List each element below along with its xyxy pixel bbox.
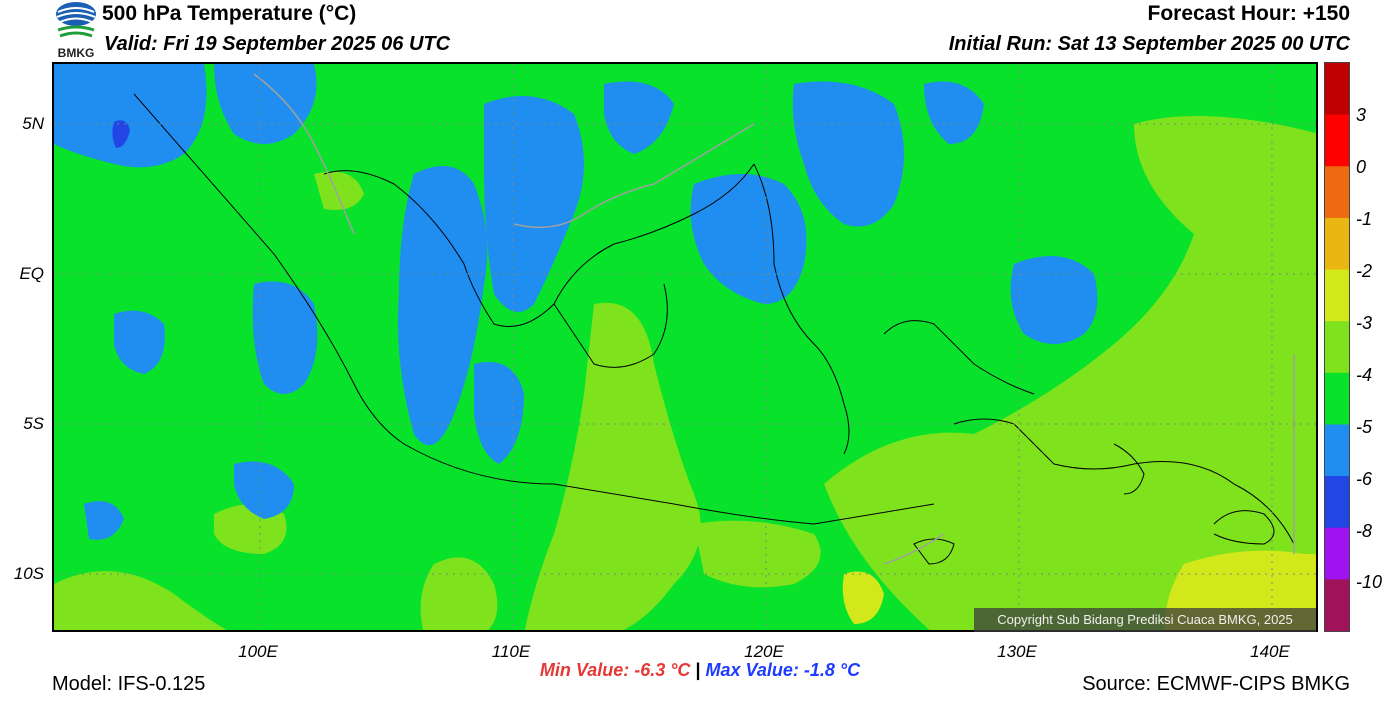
colorbar-segment (1325, 269, 1349, 322)
lon-label-140e: 140E (1250, 642, 1290, 661)
lon-label-100e: 100E (238, 642, 278, 661)
colorbar-label: -2 (1356, 261, 1373, 281)
temperature-map (52, 62, 1318, 632)
country-borders (253, 73, 1295, 565)
max-value: Max Value: -1.8 °C (705, 660, 861, 680)
colorbar-label: 0 (1356, 157, 1367, 177)
lon-label-130e: 130E (997, 642, 1037, 661)
bmkg-logo: BMKG (52, 0, 100, 60)
field-dark-blue (112, 120, 130, 148)
lat-label-5n: 5N (22, 114, 44, 133)
colorbar-segment (1325, 476, 1349, 529)
colorbar-segment (1325, 372, 1349, 425)
min-max-separator: | (695, 660, 701, 680)
model-label: Model: IFS-0.125 (52, 673, 206, 695)
colorbar-segment (1325, 579, 1349, 632)
colorbar-segment (1325, 527, 1349, 580)
forecast-hour: Forecast Hour: +150 (1147, 2, 1351, 25)
lon-label-120e: 120E (744, 642, 784, 661)
colorbar-segment (1325, 217, 1349, 271)
colorbar-segment (1325, 321, 1349, 374)
valid-time: Valid: Fri 19 September 2025 06 UTC (104, 33, 451, 55)
colorbar (1324, 62, 1350, 632)
colorbar-label: -5 (1356, 417, 1373, 437)
colorbar-label: -1 (1356, 209, 1373, 229)
colorbar-label: -4 (1356, 365, 1373, 385)
colorbar-segment (1325, 63, 1349, 116)
colorbar-label: 3 (1356, 105, 1367, 125)
colorbar-label: -6 (1356, 469, 1373, 489)
lat-label-eq: EQ (19, 264, 44, 283)
lat-label-10s: 10S (13, 564, 44, 583)
coastlines (133, 93, 1295, 565)
source-label: Source: ECMWF-CIPS BMKG (1082, 673, 1350, 695)
colorbar-segment (1325, 114, 1349, 167)
chart-title: 500 hPa Temperature (°C) (102, 2, 357, 25)
colorbar-label: -3 (1356, 313, 1373, 333)
field-blue (54, 64, 1098, 540)
lat-label-5s: 5S (23, 414, 44, 433)
svg-text:BMKG: BMKG (58, 46, 95, 60)
colorbar-segment (1325, 166, 1349, 219)
initial-run: Initial Run: Sat 13 September 2025 00 UT… (948, 33, 1350, 55)
min-value: Min Value: -6.3 °C (539, 660, 691, 680)
copyright-note: Copyright Sub Bidang Prediksi Cuaca BMKG… (974, 608, 1316, 632)
colorbar-segment (1325, 424, 1349, 477)
gridlines (54, 64, 1316, 630)
colorbar-label: -10 (1356, 572, 1383, 592)
colorbar-label: -8 (1356, 521, 1373, 541)
lon-label-110e: 110E (491, 642, 531, 661)
min-max-summary: Min Value: -6.3 °C | Max Value: -1.8 °C (0, 660, 1400, 681)
